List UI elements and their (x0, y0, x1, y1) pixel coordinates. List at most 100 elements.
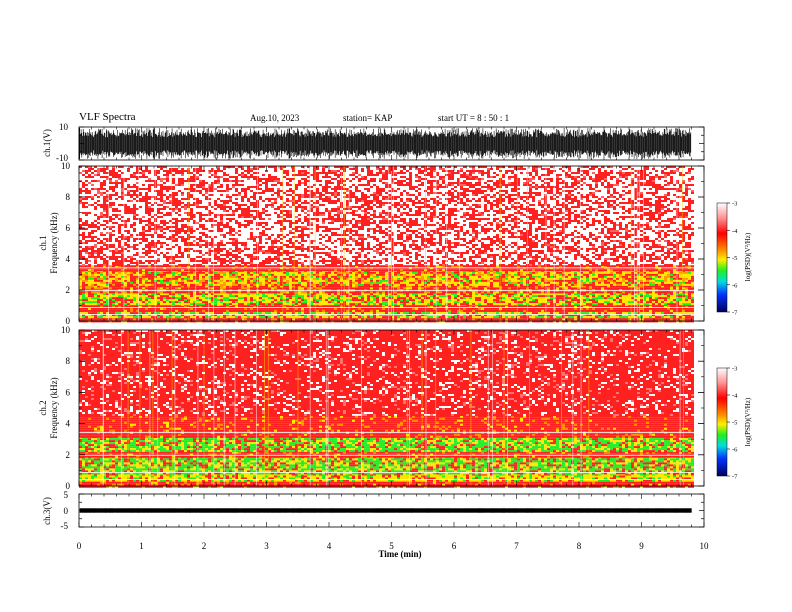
spectrogram-cell (79, 278, 82, 280)
spectrogram-cell (196, 299, 199, 301)
spectrogram-cell (670, 318, 673, 320)
spectrogram-cell (370, 291, 373, 293)
spectrogram-cell (427, 295, 430, 297)
spectrogram-cell (88, 316, 91, 318)
spectrogram-cell (271, 272, 274, 274)
spectrogram-cell (346, 301, 349, 303)
spectrogram-cell (124, 282, 127, 284)
spectrogram-cell (601, 318, 604, 320)
spectrogram-cell (571, 303, 574, 305)
spectrogram-cell (205, 301, 208, 303)
spectrogram-cell (304, 297, 307, 299)
spectrogram-cell (133, 280, 136, 282)
spectrogram-cell (442, 316, 445, 318)
spectrogram-cell (361, 295, 364, 297)
spectrogram-cell (673, 299, 676, 301)
spectrogram-cell (583, 295, 586, 297)
spectrogram-cell (568, 291, 571, 293)
spectrogram-cell (214, 274, 217, 276)
vlf-spectra-figure: 10 -10 ch.1(V) 0246810 ch.1 Frequency (k… (0, 0, 792, 612)
spectrogram-cell (283, 299, 286, 301)
spectrogram-cell (577, 310, 580, 312)
spectrogram-cell (148, 278, 151, 280)
spectrogram-cell (481, 308, 484, 310)
spectrogram-cell (181, 295, 184, 297)
spectrogram-cell (535, 287, 538, 289)
spectrogram-cell (220, 274, 223, 276)
spectrogram-cell (91, 274, 94, 276)
spectrogram-cell (502, 299, 505, 301)
spectrogram-cell (688, 287, 691, 289)
spectrogram-cell (79, 318, 82, 320)
spectrogram-cell (304, 284, 307, 286)
spectrogram-cell (118, 295, 121, 297)
spectrogram-cell (472, 318, 475, 320)
spectrogram-cell (625, 316, 628, 318)
spectrogram-cell (355, 299, 358, 301)
spectrogram-cell (427, 310, 430, 312)
spectrogram-cell (175, 280, 178, 282)
spectrogram-cell (316, 295, 319, 297)
spectrogram-cell (511, 308, 514, 310)
spectrogram-cell (604, 310, 607, 312)
spectrogram-cell (133, 282, 136, 284)
spectrogram-cell (574, 297, 577, 299)
spectrogram-cell (613, 310, 616, 312)
spectrogram-cell (382, 318, 385, 320)
spectrogram-cell (538, 297, 541, 299)
spectrogram-cell (82, 303, 85, 305)
spectrogram-cell (199, 308, 202, 310)
spectrogram-cell (316, 297, 319, 299)
spectrogram-cell (532, 318, 535, 320)
spectrogram-cell (109, 303, 112, 305)
spectrogram-cell (505, 310, 508, 312)
spectrogram-cell (379, 287, 382, 289)
spectrogram-cell (235, 284, 238, 286)
spectrogram-cell (529, 287, 532, 289)
spectrogram-cell (118, 274, 121, 276)
spectrogram-cell (181, 284, 184, 286)
spectrogram-cell (97, 272, 100, 274)
spectrogram-cell (664, 295, 667, 297)
spectrogram-cell (598, 291, 601, 293)
spectrogram-cell (85, 303, 88, 305)
spectrogram-cell (397, 318, 400, 320)
spectrogram-cell (568, 303, 571, 305)
spectrogram-cell (232, 295, 235, 297)
spectrogram-cell (163, 316, 166, 318)
spectrogram-cell (112, 274, 115, 276)
spectrogram-cell (226, 284, 229, 286)
spectrogram-cell (646, 301, 649, 303)
spectrogram-cell (415, 301, 418, 303)
spectrogram-cell (241, 312, 244, 314)
spectrogram-cell (190, 316, 193, 318)
spectrogram-cell (79, 274, 82, 276)
spectrogram-cell (97, 316, 100, 318)
spectrogram-cell (373, 310, 376, 312)
spectrogram-cell (253, 299, 256, 301)
spectrogram-cell (418, 287, 421, 289)
spectrogram-cell (289, 308, 292, 310)
spectrogram-cell (91, 297, 94, 299)
spectrogram-cell (241, 276, 244, 278)
spectrogram-cell (124, 280, 127, 282)
spectrogram-cell (439, 303, 442, 305)
spectrogram-cell (661, 303, 664, 305)
spectrogram-cell (622, 295, 625, 297)
spectrogram-cell (163, 291, 166, 293)
spectrogram-cell (685, 303, 688, 305)
spectrogram-cell (568, 312, 571, 314)
spectrogram-cell (595, 297, 598, 299)
spectrogram-cell (214, 303, 217, 305)
spectrogram-cell (217, 272, 220, 274)
spectrogram-cell (91, 299, 94, 301)
spectrogram-cell (496, 299, 499, 301)
spectrogram-cell (268, 291, 271, 293)
spectrogram-cell (196, 318, 199, 320)
spectrogram-cell (487, 303, 490, 305)
spectrogram-cell (238, 287, 241, 289)
spectrogram-cell (229, 308, 232, 310)
spectrogram-cell (91, 308, 94, 310)
spectrogram-cell (592, 312, 595, 314)
spectrogram-cell (268, 276, 271, 278)
